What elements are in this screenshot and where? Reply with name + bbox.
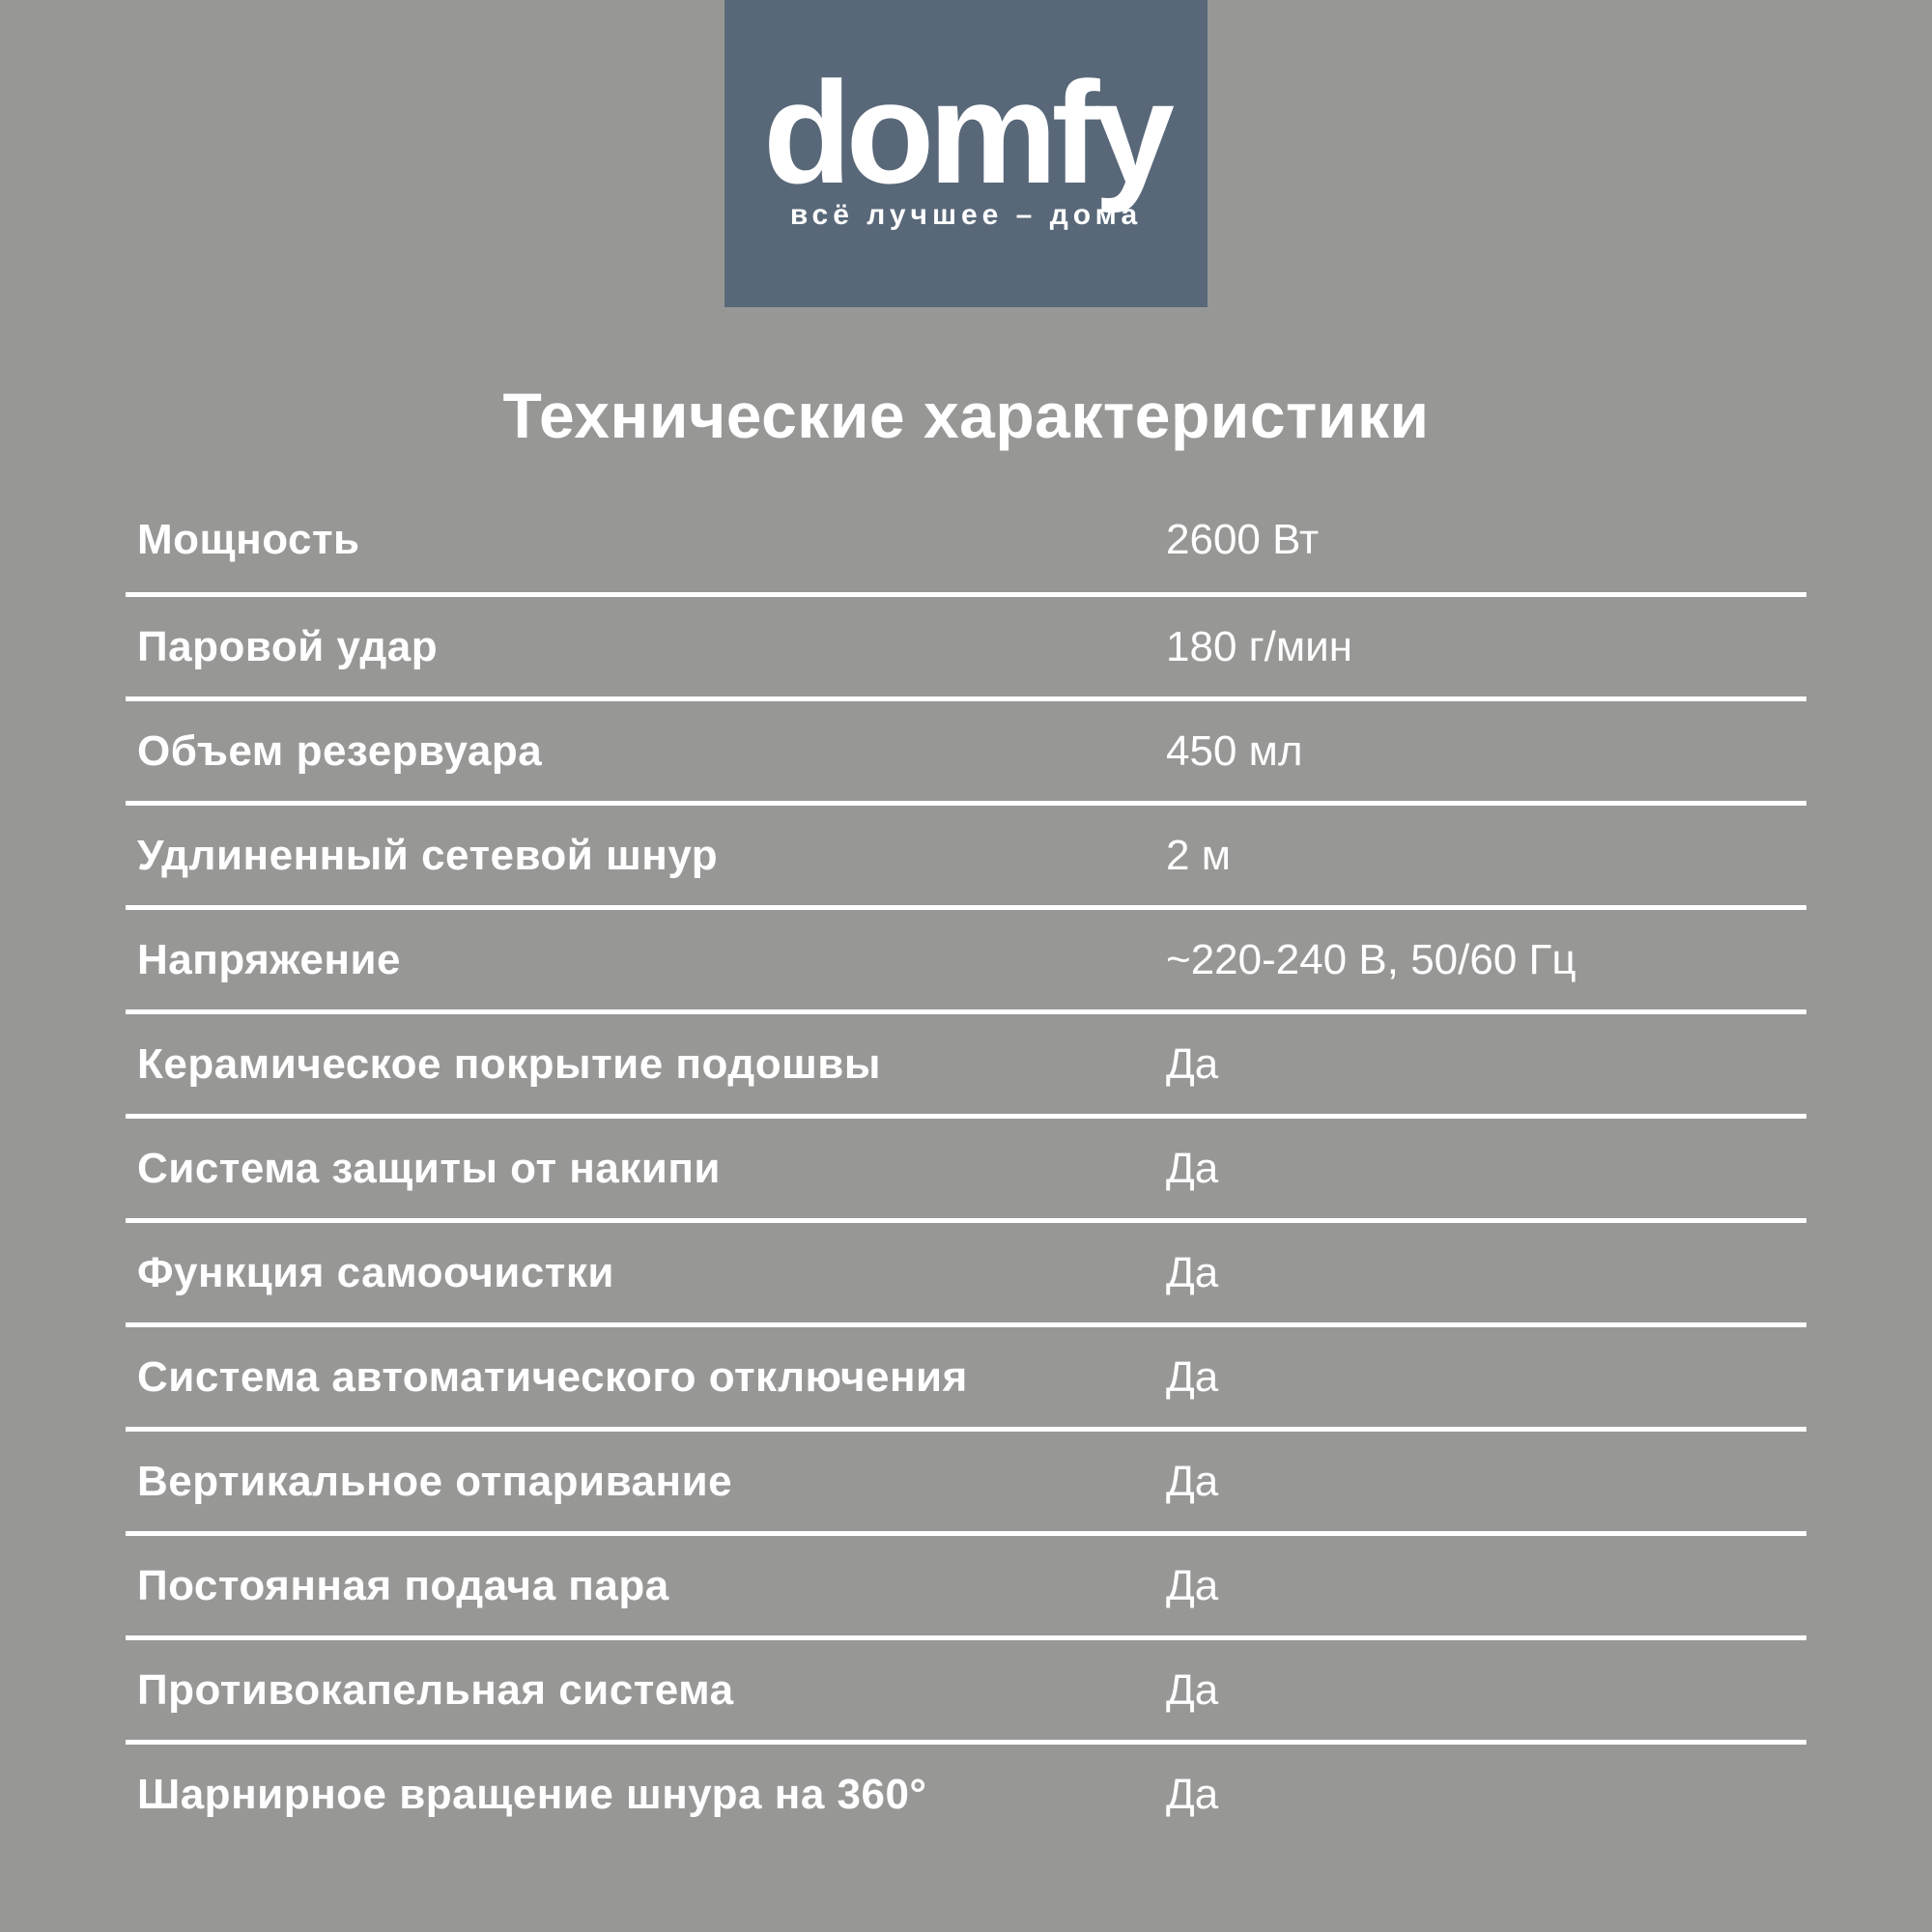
- spec-row: Напряжение ~220-240 В, 50/60 Гц: [126, 905, 1806, 1009]
- spec-label: Напряжение: [137, 935, 401, 983]
- spec-value: Да: [1166, 1248, 1219, 1296]
- spec-value: Да: [1166, 1770, 1219, 1818]
- spec-label: Шарнирное вращение шнура на 360°: [137, 1770, 927, 1818]
- spec-value: 2600 Вт: [1166, 516, 1320, 563]
- spec-row: Система автоматического отключения Да: [126, 1322, 1806, 1427]
- spec-label: Система автоматического отключения: [137, 1352, 968, 1401]
- spec-label: Керамическое покрытие подошвы: [137, 1039, 881, 1088]
- spec-label: Вертикальное отпаривание: [137, 1457, 733, 1505]
- spec-label: Мощность: [137, 516, 360, 563]
- brand-logo-box: domfy всё лучшее – дома: [724, 0, 1208, 307]
- spec-label: Паровой удар: [137, 622, 439, 670]
- spec-label: Система защиты от накипи: [137, 1144, 721, 1192]
- spec-label: Постоянная подача пара: [137, 1561, 669, 1609]
- spec-row: Противокапельная система Да: [126, 1635, 1806, 1740]
- spec-row: Функция самоочистки Да: [126, 1218, 1806, 1322]
- spec-value: 2 м: [1166, 831, 1231, 879]
- spec-row: Мощность 2600 Вт: [126, 488, 1806, 592]
- spec-row: Объем резервуара 450 мл: [126, 696, 1806, 801]
- spec-value: Да: [1166, 1457, 1219, 1505]
- spec-row: Паровой удар 180 г/мин: [126, 592, 1806, 696]
- spec-label: Функция самоочистки: [137, 1248, 614, 1296]
- spec-value: Да: [1166, 1561, 1219, 1609]
- spec-value: Да: [1166, 1144, 1219, 1192]
- spec-value: Да: [1166, 1665, 1219, 1714]
- spec-value: Да: [1166, 1039, 1219, 1088]
- spec-row: Постоянная подача пара Да: [126, 1531, 1806, 1635]
- spec-value: 450 мл: [1166, 726, 1303, 775]
- spec-label: Объем резервуара: [137, 726, 543, 775]
- spec-value: ~220-240 В, 50/60 Гц: [1166, 935, 1577, 983]
- spec-row: Вертикальное отпаривание Да: [126, 1427, 1806, 1531]
- spec-value: 180 г/мин: [1166, 622, 1353, 670]
- spec-label: Удлиненный сетевой шнур: [137, 831, 719, 879]
- brand-tagline: всё лучшее – дома: [789, 199, 1143, 231]
- spec-row: Система защиты от накипи Да: [126, 1114, 1806, 1218]
- spec-row: Удлиненный сетевой шнур 2 м: [126, 801, 1806, 905]
- spec-label: Противокапельная система: [137, 1665, 734, 1714]
- spec-row: Шарнирное вращение шнура на 360° Да: [126, 1740, 1806, 1844]
- spec-row: Керамическое покрытие подошвы Да: [126, 1009, 1806, 1114]
- specs-table: Мощность 2600 Вт Паровой удар 180 г/мин …: [126, 488, 1806, 1844]
- spec-value: Да: [1166, 1352, 1219, 1401]
- page-title: Технические характеристики: [502, 380, 1430, 451]
- brand-logo: domfy: [763, 51, 1175, 213]
